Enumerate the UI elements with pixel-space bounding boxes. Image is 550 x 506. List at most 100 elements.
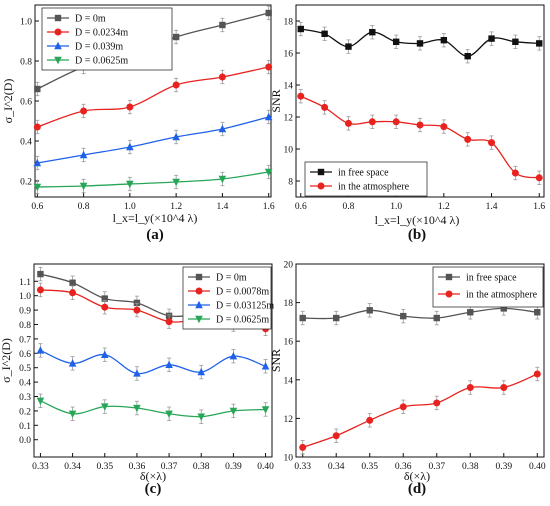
y-tick-label: 12 (284, 114, 294, 124)
legend-marker (54, 28, 62, 36)
data-point (172, 132, 180, 141)
data-point (366, 307, 373, 314)
legend-label: D = 0m (216, 273, 247, 284)
data-point (333, 314, 340, 322)
legend-marker (445, 273, 453, 281)
data-point (466, 384, 474, 392)
x-tick-label: 1.2 (438, 202, 450, 212)
data-point (535, 174, 543, 182)
legend-marker (54, 56, 62, 65)
y-tick-label: 18 (284, 18, 294, 28)
data-point (264, 168, 273, 177)
data-point (172, 33, 180, 41)
data-point (79, 150, 88, 159)
legend-marker (54, 41, 62, 50)
data-point (219, 21, 226, 29)
x-tick-label: 0.39 (225, 462, 242, 472)
data-point (133, 306, 141, 314)
y-tick-label: 0.5 (19, 364, 31, 374)
x-tick-label: 1.4 (486, 202, 498, 212)
series-d-0-0625m (36, 393, 270, 424)
data-point (100, 350, 109, 358)
legend-label: D = 0.0625m (75, 56, 128, 67)
data-point (369, 29, 376, 36)
series-in-free-space (297, 21, 543, 64)
legend-marker (195, 287, 203, 295)
data-point (69, 279, 76, 286)
series-line (40, 349, 266, 375)
chart-panel-b: 0.6 0.8 1.0 1.2 1.4 1.6 8 10 12 14 16 18 in free spa… (269, 4, 545, 243)
legend: in free space in the atmosphere (304, 161, 428, 197)
data-point (440, 123, 448, 131)
plot-frame (295, 4, 545, 198)
data-point (218, 124, 227, 133)
series-in-the-atmosphere (297, 89, 543, 185)
data-point (218, 73, 226, 81)
data-point (101, 303, 109, 311)
data-point (165, 410, 173, 418)
data-point (101, 295, 108, 302)
data-point (33, 183, 42, 192)
panels: 0.6 0.8 1.0 1.2 1.4 1.60.20.40.60.81.0 D = 0mD… (0, 4, 546, 497)
y-tick-label: 20 (284, 261, 294, 271)
y-tick-label: 16 (284, 338, 294, 348)
plot-frame (295, 263, 545, 458)
legend: in free space in the atmosphere (432, 266, 544, 308)
y-tick-label: 0.6 (20, 98, 32, 108)
series-d-0-0625m (33, 164, 273, 195)
data-point (229, 407, 238, 416)
x-tick-label: 0.40 (529, 462, 546, 472)
x-tick-label: 1.6 (533, 202, 545, 212)
x-axis-label: δ(×λ) (404, 469, 430, 483)
y-tick-label: 0.6 (19, 350, 31, 360)
x-axis-label: l_x=l_y(×10^4 λ) (113, 211, 198, 225)
data-point (332, 432, 340, 440)
y-tick-label: 0.7 (19, 335, 31, 345)
data-point (534, 309, 541, 316)
x-tick-label: 0.37 (161, 462, 178, 472)
data-point (126, 103, 134, 111)
y-axis-label: σ_I^2(D) (1, 79, 15, 124)
data-point (464, 53, 471, 60)
series-in-the-atmosphere (299, 366, 541, 455)
panel-label: (a) (146, 227, 164, 243)
legend-box (432, 266, 544, 308)
data-point (464, 135, 472, 143)
x-tick-label: 0.35 (361, 462, 378, 472)
data-point (392, 118, 400, 126)
legend-marker (195, 300, 203, 309)
y-tick-label: 10 (284, 454, 294, 464)
data-point (133, 299, 141, 307)
x-tick-label: 0.36 (395, 462, 412, 472)
legend-marker (317, 168, 325, 176)
data-point (261, 406, 270, 414)
x-tick-label: 0.33 (294, 462, 311, 472)
x-tick-label: 0.40 (257, 462, 274, 472)
legend-label: in the atmosphere (466, 290, 538, 301)
y-tick-label: 18 (284, 299, 294, 309)
legend-marker (445, 290, 453, 298)
plot-frame (33, 263, 273, 458)
legend-marker (195, 273, 203, 281)
data-point (172, 81, 180, 89)
data-point (36, 346, 45, 354)
x-axis-label: l_x=l_y(×10^4 λ) (375, 213, 460, 227)
x-tick-label: 1.0 (390, 202, 402, 212)
x-tick-label: 1.0 (124, 202, 136, 212)
data-point (69, 289, 77, 297)
legend-label: D = 0.0625m (216, 315, 269, 326)
series-d-0-039m (33, 109, 273, 171)
data-point (165, 318, 173, 326)
data-point (68, 410, 77, 418)
y-axis-label: σ_I^2(D) (0, 338, 13, 383)
legend-label: in free space (466, 273, 517, 284)
data-point (100, 403, 109, 411)
data-point (197, 367, 206, 376)
data-point (488, 139, 496, 147)
data-point (512, 38, 519, 45)
y-axis-label: SNR (269, 89, 283, 112)
chart-panel-c: 0.33 0.34 0.35 0.36 0.37 0.38 0.39 0.40 0.0 0.1 0.… (0, 263, 274, 497)
panel-label: (b) (408, 227, 426, 243)
data-point (33, 158, 42, 167)
y-tick-label: 0.9 (19, 307, 31, 317)
